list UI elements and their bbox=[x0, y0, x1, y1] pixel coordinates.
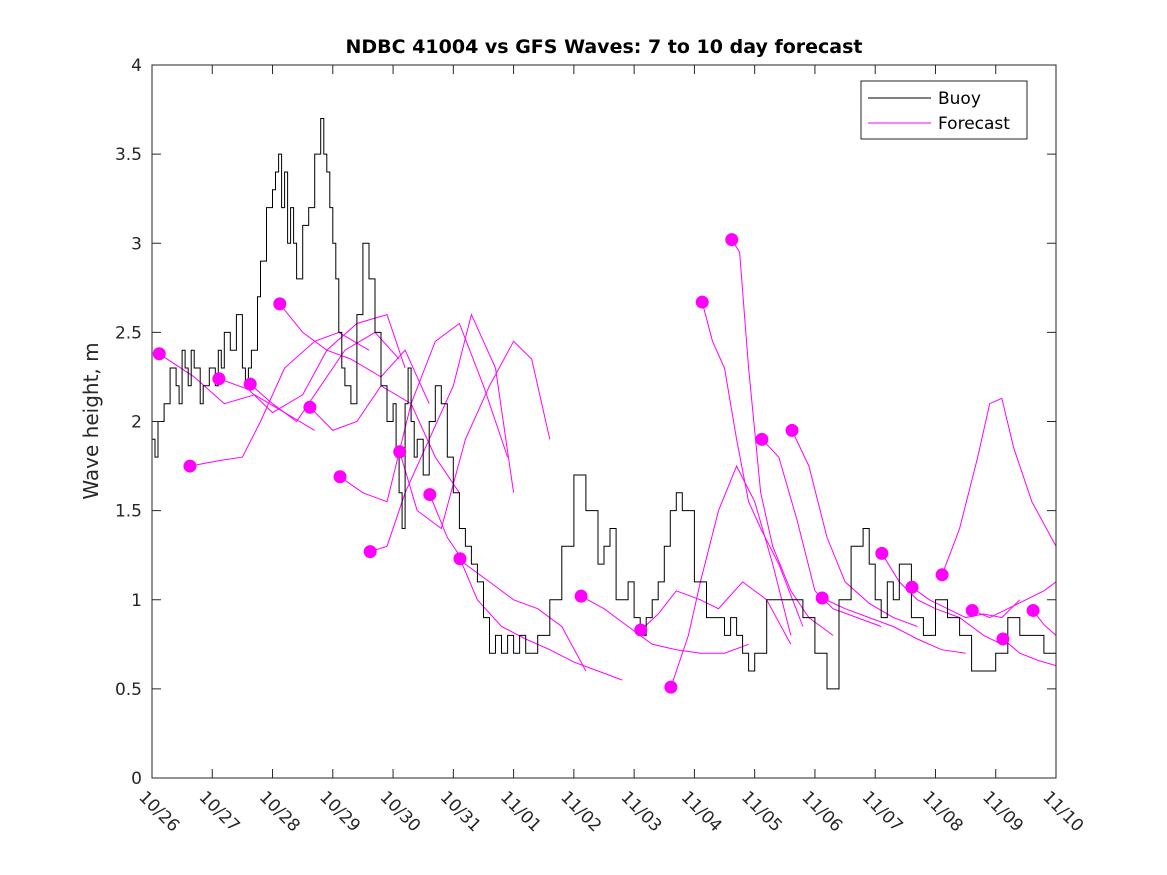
chart-title: NDBC 41004 vs GFS Waves: 7 to 10 day for… bbox=[345, 36, 862, 58]
legend: Buoy Forecast bbox=[860, 80, 1028, 140]
y-tick-label: 3 bbox=[131, 234, 142, 254]
forecast-line bbox=[731, 239, 834, 636]
forecast-line bbox=[821, 597, 966, 654]
forecast-start-marker bbox=[453, 552, 467, 566]
y-axis: 0 0.5 1 1.5 2 2.5 3 3.5 4 bbox=[115, 56, 1056, 789]
forecast-start-marker bbox=[725, 233, 739, 247]
forecast-line bbox=[429, 494, 587, 672]
buoy-line bbox=[152, 118, 1056, 690]
forecast-line bbox=[339, 322, 509, 503]
forecast-start-marker bbox=[303, 400, 317, 414]
forecast-start-marker bbox=[634, 623, 648, 637]
forecast-start-marker bbox=[1026, 603, 1040, 617]
forecast-start-marker bbox=[393, 445, 407, 459]
y-tick-label: 1 bbox=[131, 591, 142, 611]
forecast-start-marker bbox=[875, 546, 889, 560]
forecast-start-marker bbox=[755, 432, 769, 446]
legend-forecast-label: Forecast bbox=[938, 114, 1010, 134]
forecast-line bbox=[670, 464, 792, 688]
forecast-line bbox=[1002, 638, 1056, 667]
y-tick-label: 2.5 bbox=[115, 323, 142, 343]
forecast-start-marker bbox=[423, 488, 437, 502]
forecast-line bbox=[701, 301, 804, 627]
forecast-line bbox=[911, 586, 1021, 619]
legend-box bbox=[860, 80, 1028, 140]
forecast-start-marker bbox=[815, 591, 829, 605]
forecast-start-marker bbox=[273, 297, 287, 311]
y-tick-label: 0 bbox=[131, 769, 142, 789]
forecast-line bbox=[580, 595, 749, 654]
legend-buoy-label: Buoy bbox=[938, 89, 981, 109]
forecast-start-marker bbox=[363, 545, 377, 559]
forecast-start-marker bbox=[996, 632, 1010, 646]
forecast-start-marker bbox=[574, 589, 588, 603]
forecast-line bbox=[761, 438, 882, 627]
y-tick-label: 0.5 bbox=[115, 680, 142, 700]
y-tick-label: 2 bbox=[131, 413, 142, 433]
forecast-start-marker bbox=[935, 568, 949, 582]
forecast-start-marker bbox=[905, 580, 919, 594]
forecast-start-marker bbox=[243, 377, 257, 391]
forecast-start-marker bbox=[695, 295, 709, 309]
forecast-line bbox=[370, 313, 515, 553]
y-tick-label: 4 bbox=[131, 56, 142, 76]
forecast-line bbox=[218, 313, 406, 414]
data-layer bbox=[152, 118, 1056, 694]
y-tick-label: 1.5 bbox=[115, 502, 142, 522]
forecast-line bbox=[640, 581, 792, 645]
forecast-line bbox=[399, 340, 551, 530]
y-axis-label: Wave height, m bbox=[79, 342, 103, 499]
forecast-start-marker bbox=[664, 680, 678, 694]
forecast-line bbox=[941, 397, 1056, 575]
forecast-line bbox=[791, 430, 918, 627]
forecast-start-marker bbox=[152, 347, 166, 361]
forecast-start-marker bbox=[965, 603, 979, 617]
y-tick-label: 3.5 bbox=[115, 145, 142, 165]
forecast-line bbox=[972, 581, 1056, 619]
forecast-start-marker bbox=[333, 470, 347, 484]
forecast-start-marker bbox=[183, 459, 197, 473]
forecast-start-marker bbox=[212, 372, 226, 386]
forecast-start-marker bbox=[785, 423, 799, 437]
forecast-line bbox=[279, 303, 430, 404]
forecast-line bbox=[189, 331, 370, 467]
